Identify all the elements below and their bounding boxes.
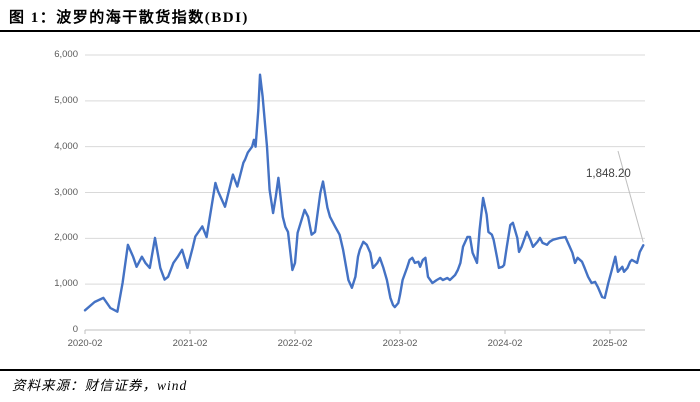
- last-value-label: 1,848.20: [586, 168, 631, 180]
- y-axis-label: 1,000: [54, 278, 78, 290]
- y-axis-label: 6,000: [54, 49, 78, 60]
- y-axis-label: 5,000: [54, 94, 78, 106]
- y-axis-label: 3,000: [54, 186, 78, 198]
- bdi-series-line: [83, 73, 645, 313]
- x-axis-label: 2021-02: [172, 338, 208, 349]
- data-source: 资料来源：财信证券，wind: [12, 378, 188, 393]
- x-axis-label: 2024-02: [487, 338, 523, 349]
- x-axis-label: 2025-02: [592, 338, 628, 349]
- top-divider: [0, 30, 700, 32]
- figure-title: 图 1：波罗的海干散货指数(BDI): [9, 10, 249, 26]
- annotation-leader-line: [617, 150, 644, 243]
- chart-canvas: [83, 54, 645, 334]
- y-axis-label: 4,000: [54, 140, 78, 152]
- y-axis-label: 0: [72, 324, 78, 335]
- bdi-line-chart: 0 1,000 2,000 3,000 4,000 5,000 6,000 2020-02 2…: [0, 36, 700, 366]
- x-axis-label: 2020-02: [67, 338, 103, 349]
- y-axis-label: 2,000: [54, 232, 78, 244]
- bottom-divider: [0, 369, 700, 371]
- x-axis-label: 2023-02: [382, 338, 418, 349]
- x-axis-label: 2022-02: [277, 338, 313, 349]
